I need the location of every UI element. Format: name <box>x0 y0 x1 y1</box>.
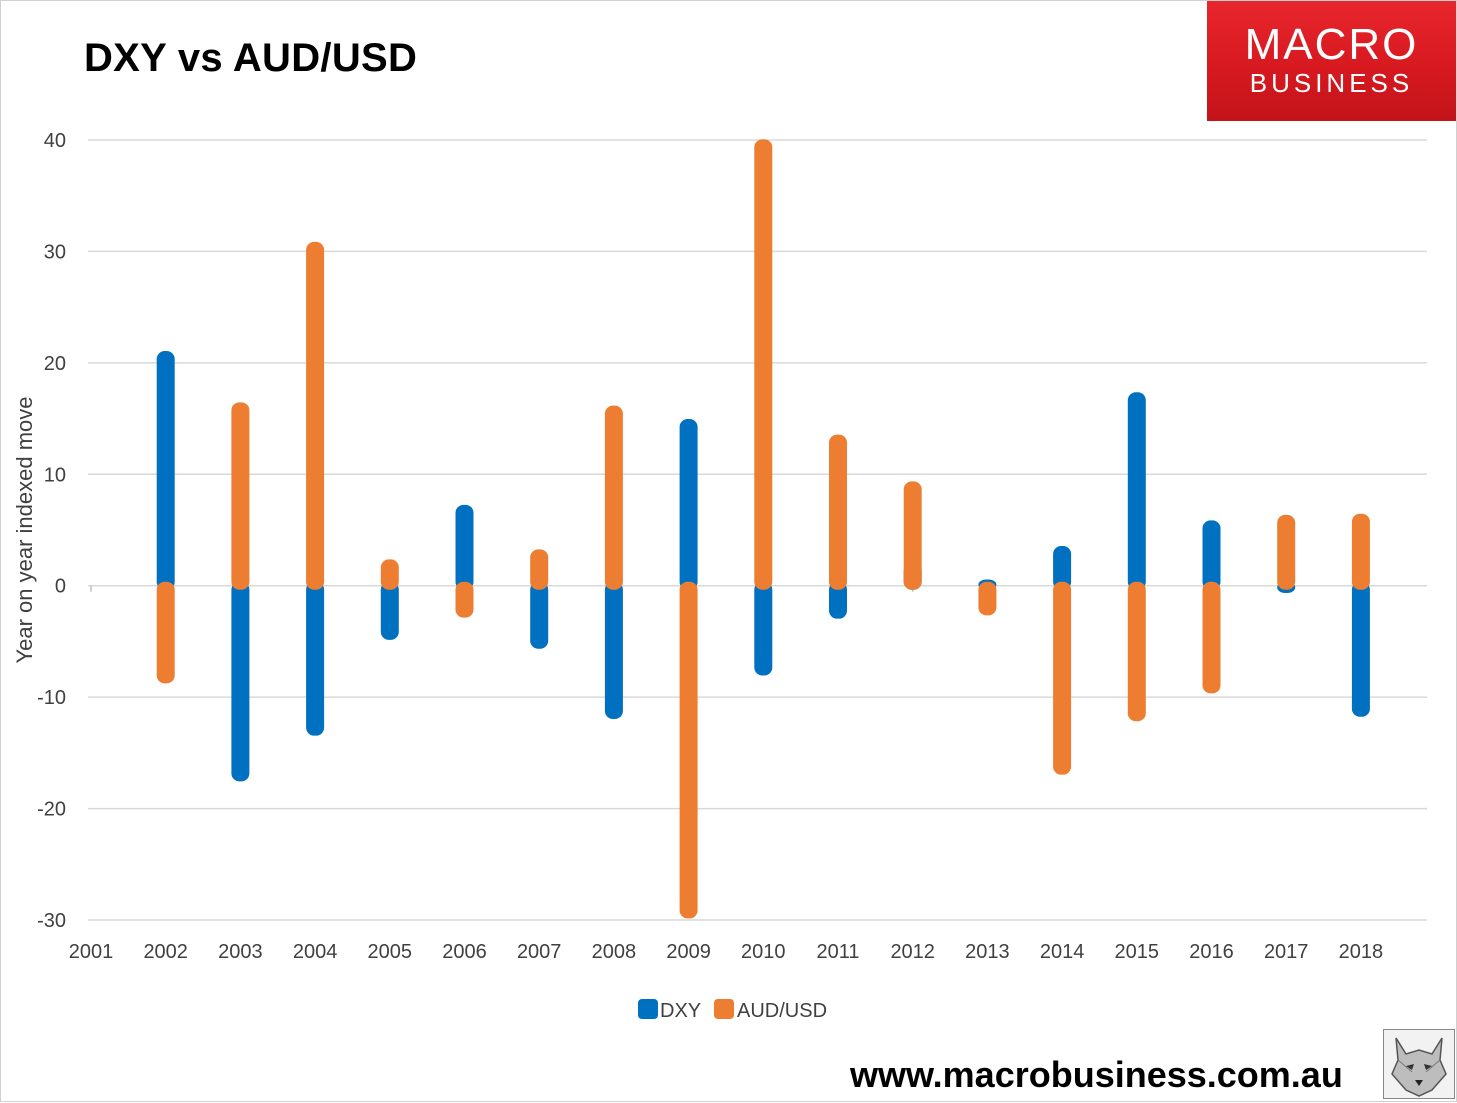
bar-dxy-2008 <box>604 581 623 719</box>
y-tick-label: 0 <box>55 576 66 598</box>
x-tick-label: 2009 <box>666 941 711 963</box>
chart-title: DXY vs AUD/USD <box>84 36 418 80</box>
bar-dxy-2004 <box>306 581 325 736</box>
bar-audusd-2008 <box>604 405 623 590</box>
x-tick-label: 2015 <box>1115 941 1160 963</box>
x-tick-label: 2017 <box>1264 941 1309 963</box>
bar-audusd-2002 <box>156 581 175 684</box>
x-tick-label: 2001 <box>69 941 114 963</box>
y-tick-label: 10 <box>44 464 66 486</box>
y-tick-label: -30 <box>37 910 66 932</box>
bar-dxy-2002 <box>156 351 175 590</box>
bars <box>156 139 1370 919</box>
website-url: www.macrobusiness.com.au <box>850 1054 1343 1095</box>
x-tick-label: 2002 <box>143 941 188 963</box>
bar-audusd-2016 <box>1202 581 1221 694</box>
bar-audusd-2018 <box>1351 513 1370 590</box>
bar-dxy-2010 <box>754 581 773 676</box>
bar-dxy-2009 <box>679 419 698 590</box>
bar-audusd-2013 <box>978 581 997 616</box>
bar-dxy-2011 <box>829 581 847 619</box>
x-tick-label: 2007 <box>517 941 562 963</box>
bar-audusd-2011 <box>829 434 847 590</box>
y-tick-label: 30 <box>44 241 66 263</box>
y-axis-title: Year on year indexed move <box>12 396 37 663</box>
logo-line-macro: MACRO <box>1244 20 1419 69</box>
bar-audusd-2010 <box>754 139 773 590</box>
bar-dxy-2018 <box>1351 581 1370 717</box>
x-tick-label: 2018 <box>1339 941 1384 963</box>
x-tick-label: 2010 <box>741 941 786 963</box>
x-tick-label: 2008 <box>592 941 637 963</box>
bar-dxy-2016 <box>1202 520 1221 590</box>
bar-audusd-2012 <box>903 481 922 590</box>
bar-dxy-2007 <box>530 581 549 649</box>
bar-dxy-2003 <box>231 581 250 782</box>
x-tick-label: 2014 <box>1040 941 1085 963</box>
bar-dxy-2015 <box>1127 392 1146 590</box>
bar-audusd-2005 <box>380 559 399 590</box>
bar-dxy-2005 <box>380 581 399 640</box>
bar-audusd-2006 <box>455 581 474 618</box>
legend-label-audusd: AUD/USD <box>737 1000 827 1022</box>
bar-audusd-2015 <box>1127 581 1146 722</box>
x-tick-label: 2012 <box>890 941 935 963</box>
logo-line-business: BUSINESS <box>1249 68 1414 98</box>
bar-audusd-2007 <box>530 549 549 590</box>
x-tick-label: 2013 <box>965 941 1010 963</box>
x-tick-labels: 2001 2002 2003 2004 2005 2006 2007 2008 2009 2010… <box>69 941 1383 963</box>
y-tick-label: -20 <box>37 799 66 821</box>
wolf-mascot-icon <box>1383 1029 1455 1099</box>
bar-audusd-2004 <box>306 241 325 590</box>
y-tick-labels: 40 30 20 10 0 -10 -20 -30 <box>37 130 66 932</box>
x-tick-label: 2004 <box>293 941 338 963</box>
bar-dxy-2014 <box>1053 546 1072 590</box>
bar-audusd-2009 <box>679 581 698 919</box>
legend-label-dxy: DXY <box>660 1000 701 1022</box>
legend-swatch-dxy <box>638 999 658 1019</box>
legend: DXY AUD/USD <box>638 999 827 1022</box>
bar-audusd-2003 <box>231 402 250 590</box>
x-tick-label: 2016 <box>1189 941 1234 963</box>
y-tick-label: 40 <box>44 130 66 152</box>
bar-dxy-2006 <box>455 504 474 590</box>
x-tick-label: 2011 <box>816 941 859 963</box>
bar-audusd-2014 <box>1053 581 1072 775</box>
x-tick-label: 2005 <box>368 941 413 963</box>
x-tick-label: 2006 <box>442 941 487 963</box>
macrobusiness-logo: MACRO BUSINESS <box>1207 1 1456 121</box>
y-tick-label: 20 <box>44 353 66 375</box>
x-tick-label: 2003 <box>218 941 263 963</box>
y-tick-label: -10 <box>37 687 66 709</box>
bar-audusd-2017 <box>1277 514 1296 590</box>
legend-swatch-audusd <box>714 999 734 1019</box>
